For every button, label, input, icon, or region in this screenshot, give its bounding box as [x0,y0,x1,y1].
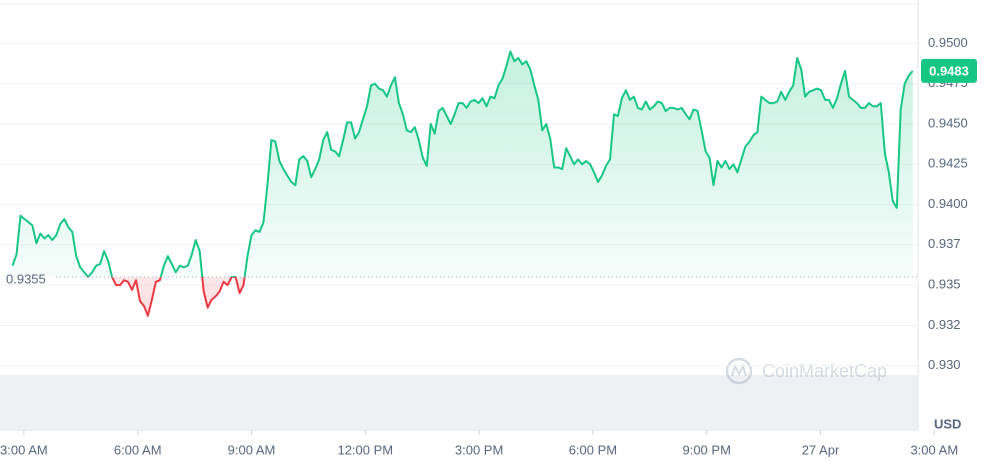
watermark-text: CoinMarketCap [762,361,887,381]
x-tick-label: 12:00 PM [337,442,393,457]
x-tick-label: 9:00 PM [682,442,730,457]
volume-strip [0,375,918,430]
y-tick-label: 0.9425 [928,156,968,171]
y-tick-label: 0.932 [928,317,961,332]
current-price-badge [921,58,977,83]
x-tick-label: 3:00 AM [910,442,958,457]
y-tick-label: 0.9500 [928,35,968,50]
x-tick-label: 6:00 AM [114,442,162,457]
watermark-logo [725,357,753,385]
y-tick-label: 0.937 [928,236,961,251]
baseline-label: 0.9355 [6,271,46,286]
y-tick-label: 0.930 [928,357,961,372]
x-tick-label: 9:00 AM [228,442,276,457]
price-line [11,50,914,317]
x-tick-label: 27 Apr [802,442,840,457]
watermark-logo-mark [731,363,747,377]
y-tick-label: 0.9400 [928,196,968,211]
x-tick-label: 3:00 PM [455,442,503,457]
y-tick-label: 0.935 [928,276,961,291]
x-tick-label: 3:00 AM [0,442,48,457]
current-price-label: 0.9483 [929,63,969,78]
x-tick-label: 6:00 PM [569,442,617,457]
y-tick-label: 0.9450 [928,115,968,130]
currency-label: USD [934,416,961,431]
